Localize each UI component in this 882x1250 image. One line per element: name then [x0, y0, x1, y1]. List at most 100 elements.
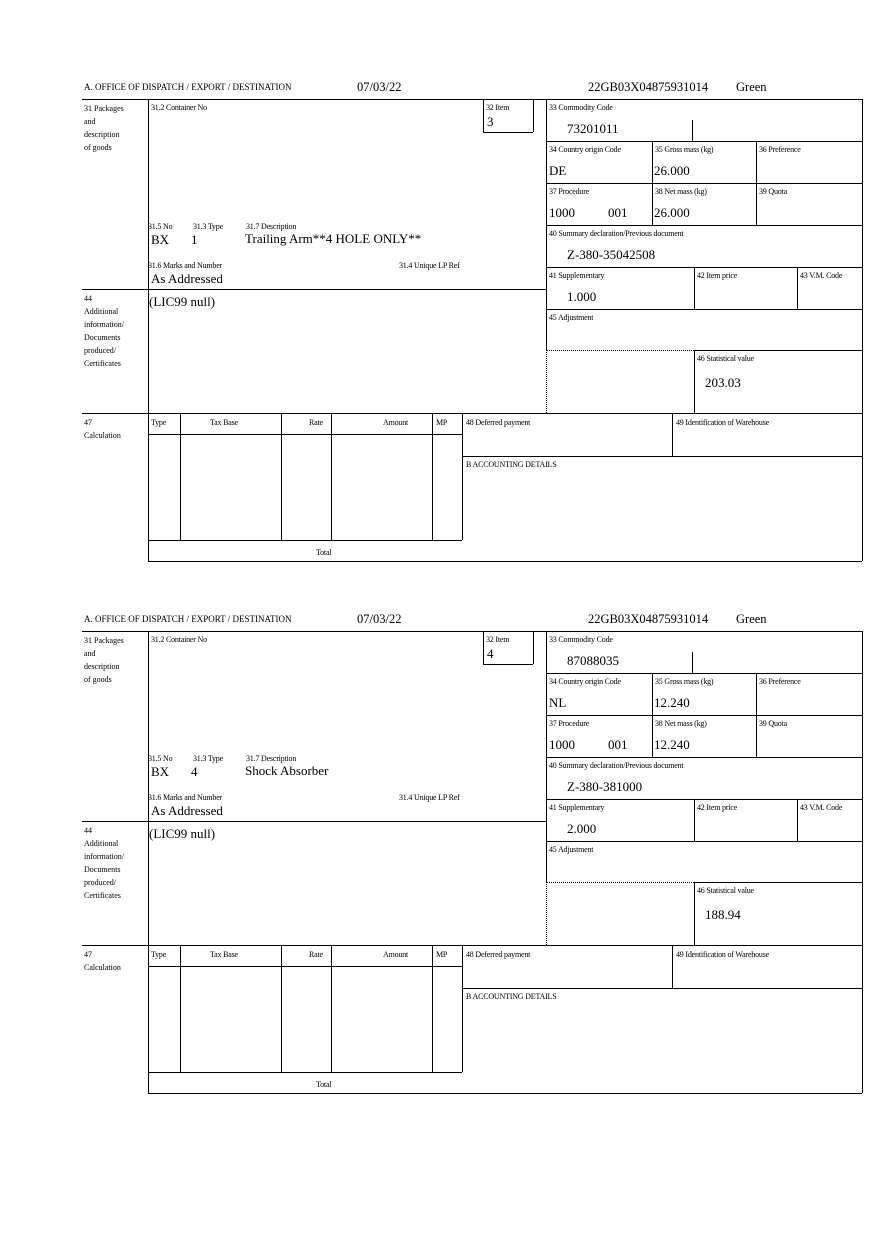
declaration-item-form: A. OFFICE OF DISPATCH / EXPORT / DESTINA… [0, 0, 882, 562]
rule-line [546, 757, 862, 758]
rule-line [797, 267, 798, 309]
rule-line [331, 945, 332, 1072]
country-origin-label: 34 Country origin Code [549, 145, 621, 154]
rule-line [546, 267, 862, 268]
rule-line [148, 434, 462, 435]
commodity-code-label: 33 Commodity Code [549, 635, 613, 644]
rule-line [82, 99, 862, 100]
rule-line [546, 715, 862, 716]
declaration-reference: 22GB03X04875931014 [588, 612, 709, 626]
gross-mass-label: 35 Gross mass (kg) [655, 145, 714, 154]
marks-value: As Addressed [151, 271, 223, 286]
summary-declaration-value: Z-380-35042508 [567, 247, 656, 262]
rule-line [483, 132, 533, 133]
route-status: Green [736, 80, 767, 94]
rule-line [546, 225, 862, 226]
rule-line [546, 673, 862, 674]
container-no-label: 31.2 Container No [151, 635, 207, 644]
package-type-label: 31.3 Type [193, 754, 223, 763]
rule-line [180, 413, 181, 540]
rule-line [432, 413, 433, 540]
preference-label: 36 Preference [759, 677, 801, 686]
calc-total-label: Total [316, 548, 332, 557]
item-price-label: 42 Item price [697, 803, 738, 812]
statistical-value: 188.94 [705, 907, 741, 922]
rule-line [546, 141, 862, 142]
item-price-label: 42 Item price [697, 271, 738, 280]
additional-info-value: (LIC99 null) [149, 294, 216, 309]
gross-mass-value: 26.000 [654, 163, 690, 178]
rule-line [694, 350, 695, 413]
declaration-item-form: A. OFFICE OF DISPATCH / EXPORT / DESTINA… [0, 532, 882, 1094]
commodity-code-label: 33 Commodity Code [549, 103, 613, 112]
vm-code-label: 43 V.M. Code [800, 271, 843, 280]
office-heading: A. OFFICE OF DISPATCH / EXPORT / DESTINA… [84, 614, 292, 624]
rule-line [82, 413, 862, 414]
package-type-label: 31.3 Type [193, 222, 223, 231]
marks-label: 31.6 Marks and Number [148, 793, 223, 802]
gross-mass-value: 12.240 [654, 695, 690, 710]
warehouse-label: 49 Identification of Warehouse [676, 418, 769, 427]
rule-line [694, 882, 695, 945]
calc-amount-header: Amount [383, 950, 409, 959]
procedure-code-value: 001 [608, 205, 628, 220]
item-number: 4 [487, 646, 494, 661]
supplementary-value: 2.000 [567, 821, 597, 836]
deferred-payment-label: 48 Deferred payment [466, 950, 531, 959]
summary-declaration-value: Z-380-381000 [567, 779, 643, 794]
marks-label: 31.6 Marks and Number [148, 261, 223, 270]
rule-line [862, 99, 863, 561]
calc-mp-header: MP [436, 950, 448, 959]
rule-line [652, 673, 653, 757]
additional-info-label: 44 Additional information/ Documents pro… [84, 826, 124, 900]
rule-line [546, 631, 547, 882]
rule-line [148, 540, 462, 541]
procedure-label: 37 Procedure [549, 719, 590, 728]
rule-line [546, 183, 862, 184]
rule-line [462, 413, 463, 540]
commodity-code-value: 73201011 [567, 121, 619, 136]
rule-line [756, 673, 757, 757]
rule-line [694, 799, 695, 841]
rule-line [148, 631, 149, 1093]
description-label: 31.7 Description [246, 222, 297, 231]
procedure-code-value: 001 [608, 737, 628, 752]
accounting-details-label: B ACCOUNTING DETAILS [466, 992, 557, 1001]
package-kind: BX [151, 764, 170, 779]
additional-info-value: (LIC99 null) [149, 826, 216, 841]
statistical-value-label: 46 Statistical value [697, 886, 754, 895]
declaration-date: 07/03/22 [357, 612, 402, 626]
commodity-code-value: 87088035 [567, 653, 619, 668]
declaration-date: 07/03/22 [357, 80, 402, 94]
rule-line [483, 664, 533, 665]
calc-tax-base-header: Tax Base [210, 950, 238, 959]
procedure-value: 1000 [549, 737, 575, 752]
adjustment-label: 45 Adjustment [549, 313, 594, 322]
net-mass-value: 12.240 [654, 737, 690, 752]
rule-line [694, 882, 862, 883]
rule-line [148, 966, 462, 967]
adjustment-label: 45 Adjustment [549, 845, 594, 854]
rule-line [862, 631, 863, 1093]
rule-line [331, 413, 332, 540]
goods-description: Trailing Arm**4 HOLE ONLY** [245, 231, 422, 246]
office-heading: A. OFFICE OF DISPATCH / EXPORT / DESTINA… [84, 82, 292, 92]
rule-line [546, 350, 547, 413]
summary-declaration-label: 40 Summary declaration/Previous document [549, 229, 684, 238]
calc-type-header: Type [151, 950, 167, 959]
calc-total-label: Total [316, 1080, 332, 1089]
rule-line [546, 99, 547, 350]
rule-line [756, 141, 757, 225]
calc-type-header: Type [151, 418, 167, 427]
calc-tax-base-header: Tax Base [210, 418, 238, 427]
rule-line [82, 945, 862, 946]
warehouse-label: 49 Identification of Warehouse [676, 950, 769, 959]
rule-line [483, 631, 484, 664]
supplementary-label: 41 Supplementary [549, 271, 605, 280]
marks-value: As Addressed [151, 803, 223, 818]
country-origin-value: DE [549, 163, 567, 178]
net-mass-label: 38 Net mass (kg) [655, 719, 707, 728]
rule-line [672, 413, 673, 456]
packages-label: 31 Packages and description of goods [84, 636, 124, 684]
rule-line [462, 988, 862, 989]
